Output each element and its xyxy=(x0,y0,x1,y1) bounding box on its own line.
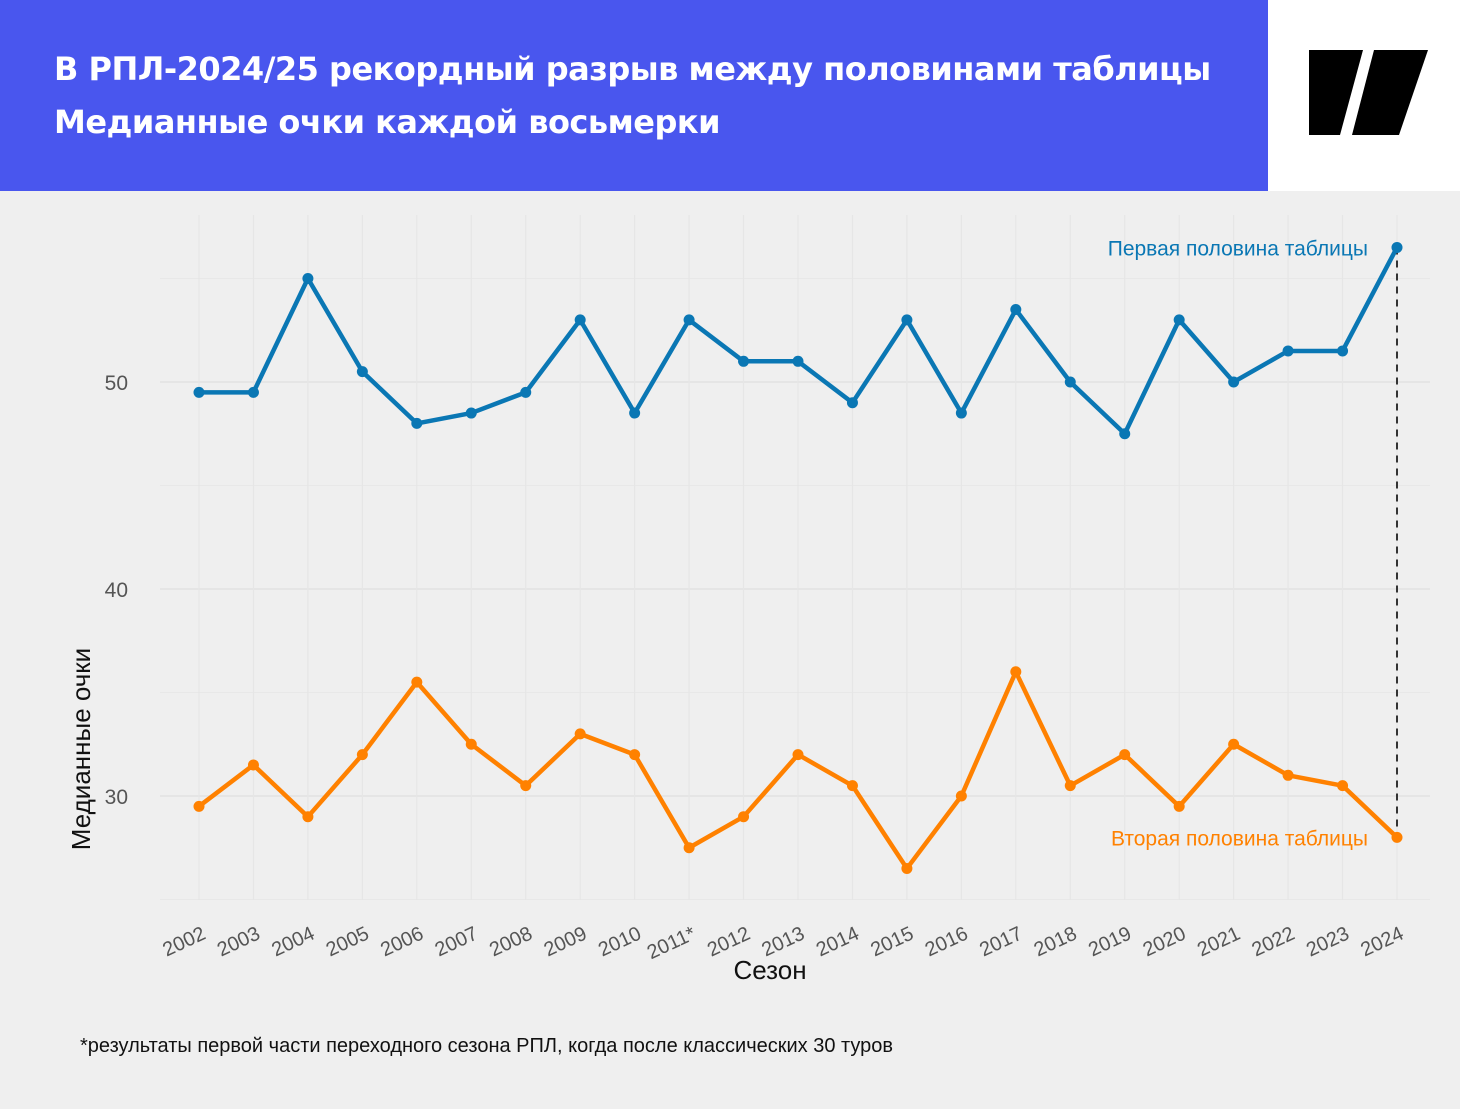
data-point xyxy=(247,386,259,398)
data-point xyxy=(356,749,368,761)
data-point xyxy=(1282,345,1294,357)
data-point xyxy=(520,780,532,792)
data-point xyxy=(520,386,532,398)
x-tick-label: 2009 xyxy=(541,923,591,962)
data-point xyxy=(738,355,750,367)
data-point xyxy=(1391,241,1403,253)
y-tick-label: 50 xyxy=(105,372,128,395)
x-tick-label: 2014 xyxy=(813,923,863,962)
data-point xyxy=(1010,666,1022,678)
data-point xyxy=(1064,376,1076,388)
y-tick-label: 40 xyxy=(105,579,128,602)
x-tick-label: 2002 xyxy=(159,923,209,962)
data-point xyxy=(1391,831,1403,843)
data-point xyxy=(247,759,259,771)
data-point xyxy=(302,273,314,284)
data-point xyxy=(901,314,913,326)
data-point xyxy=(629,749,641,761)
series-end-label: Вторая половина таблицы xyxy=(1111,827,1368,850)
data-point xyxy=(1064,780,1076,792)
data-point xyxy=(738,811,750,823)
footnote: *результаты первой части переходного сез… xyxy=(80,1035,894,1057)
data-point xyxy=(792,355,804,367)
x-tick-label: 2007 xyxy=(432,923,482,962)
data-point xyxy=(193,386,205,398)
x-tick-label: 2019 xyxy=(1085,923,1135,962)
y-tick-label: 30 xyxy=(105,786,128,809)
data-point xyxy=(846,397,858,409)
data-point xyxy=(193,800,205,812)
data-point xyxy=(1228,376,1240,388)
x-tick-label: 2020 xyxy=(1140,923,1190,962)
y-axis-label: Медианные очки xyxy=(66,648,96,850)
data-point xyxy=(846,780,858,792)
x-axis-label: Сезон xyxy=(733,955,806,985)
data-point xyxy=(574,314,586,326)
data-point xyxy=(683,314,695,326)
data-point xyxy=(1173,314,1185,326)
series-layer: Первая половина таблицы Вторая половина т… xyxy=(193,237,1403,874)
data-point xyxy=(1337,780,1349,792)
x-tick-label: 2003 xyxy=(214,923,264,962)
grid-layer xyxy=(160,215,1430,900)
data-point xyxy=(1119,428,1131,440)
x-tick-label: 2006 xyxy=(377,923,427,962)
data-point xyxy=(629,407,641,419)
data-point xyxy=(955,790,967,802)
x-tick-label: 2022 xyxy=(1249,923,1299,962)
x-tick-label: 2008 xyxy=(486,923,536,962)
chart-title: В РПЛ-2024/25 рекордный разрыв между пол… xyxy=(54,50,1211,88)
x-tick-label: 2015 xyxy=(867,923,917,962)
data-point xyxy=(1282,769,1294,781)
x-tick-label: 2023 xyxy=(1303,923,1353,962)
x-tick-label: 2018 xyxy=(1031,923,1081,962)
data-point xyxy=(356,366,368,378)
data-point xyxy=(1119,749,1131,761)
series-end-label: Первая половина таблицы xyxy=(1108,237,1368,260)
x-tick-label: 2024 xyxy=(1357,923,1407,962)
data-point xyxy=(683,842,695,854)
data-point xyxy=(1010,304,1022,316)
data-point xyxy=(1228,738,1240,750)
data-point xyxy=(901,862,913,874)
data-point xyxy=(955,407,967,419)
logo-area xyxy=(1268,0,1460,191)
x-tick-label: 2005 xyxy=(323,923,373,962)
data-point xyxy=(302,811,314,823)
chart-subtitle: Медианные очки каждой восьмерки xyxy=(54,103,721,141)
x-tick-label: 2016 xyxy=(922,923,972,962)
x-tick-label: 2017 xyxy=(976,923,1026,962)
data-point xyxy=(792,749,804,761)
data-point xyxy=(411,676,423,688)
data-point xyxy=(465,738,477,750)
data-point xyxy=(411,417,423,429)
x-tick-label: 2010 xyxy=(595,923,645,962)
x-tick-label: 2021 xyxy=(1194,923,1244,962)
data-point xyxy=(1173,800,1185,812)
x-tick-label: 2004 xyxy=(268,923,318,962)
publisher-logo-icon xyxy=(1309,50,1428,135)
header-banner: В РПЛ-2024/25 рекордный разрыв между пол… xyxy=(0,0,1268,191)
x-tick-label: 2011* xyxy=(644,923,700,964)
data-point xyxy=(1337,345,1349,357)
data-point xyxy=(574,728,586,740)
data-point xyxy=(465,407,477,419)
